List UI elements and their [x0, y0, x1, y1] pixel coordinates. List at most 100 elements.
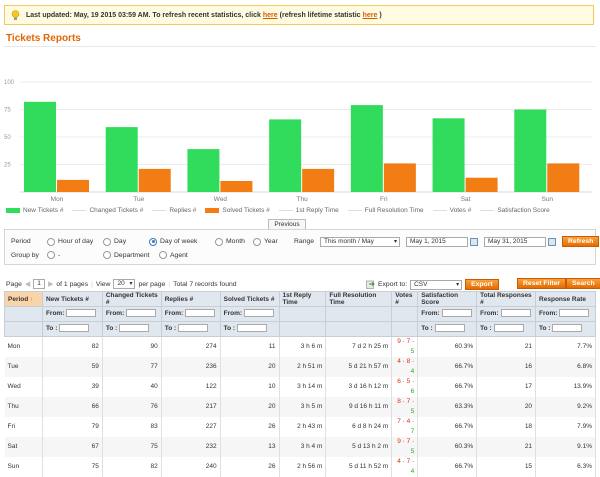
legend-item-full-resolution[interactable]: Full Resolution Time — [347, 207, 424, 214]
radio-label: Agent — [170, 251, 188, 259]
filter-input[interactable] — [66, 309, 97, 318]
search-button[interactable]: Search — [566, 278, 600, 289]
calendar-icon[interactable] — [548, 237, 556, 246]
refresh-lifetime-link[interactable]: here — [362, 11, 378, 19]
filter-to-row: To : To : To : To : To : To : To : — [4, 321, 596, 337]
legend-item-solved-tickets[interactable]: Solved Tickets # — [205, 207, 270, 214]
col-solved-tickets[interactable]: Solved Tickets # — [219, 291, 280, 307]
radio-month[interactable] — [215, 237, 223, 246]
legend-swatch — [72, 210, 87, 211]
col-satisfaction[interactable]: Satisfaction Score — [417, 291, 478, 307]
filter-input[interactable] — [244, 309, 275, 318]
filter-input[interactable] — [500, 309, 531, 318]
cell-solved: 26 — [220, 417, 280, 437]
cell-first-reply: 3 h 4 m — [279, 437, 327, 457]
cell-new: 79 — [42, 417, 103, 437]
radio-label: Year — [264, 238, 278, 245]
col-votes[interactable]: Votes # — [391, 291, 419, 307]
x-tick-label: Wed — [214, 196, 228, 203]
cell-response-rate: 13.9% — [535, 377, 596, 397]
cell-full-resolution: 5 d 13 h 2 m — [325, 437, 393, 457]
legend-item-satisfaction[interactable]: Satisfaction Score — [480, 207, 550, 214]
radio-groupby-agent[interactable] — [159, 251, 167, 259]
legend-item-new-tickets[interactable]: New Tickets # — [6, 207, 63, 214]
legend-item-replies[interactable]: Replies # — [152, 207, 196, 214]
legend-item-votes[interactable]: Votes # — [432, 207, 471, 214]
cell-replies: 236 — [161, 357, 221, 377]
x-tick-label: Mon — [51, 196, 64, 203]
filter-input[interactable] — [434, 324, 465, 333]
legend-swatch — [480, 210, 495, 211]
filter-input[interactable] — [552, 324, 583, 333]
legend-item-first-reply[interactable]: 1st Reply Time — [278, 207, 339, 214]
filter-input[interactable] — [237, 324, 268, 333]
radio-groupby-department[interactable] — [103, 251, 111, 259]
col-full-resolution[interactable]: Full Resolution Time — [325, 291, 393, 307]
filter-input[interactable] — [559, 309, 590, 318]
export-button[interactable]: Export — [465, 279, 499, 290]
filter-input[interactable] — [185, 309, 216, 318]
export-label: Export to: — [378, 281, 408, 288]
filter-input[interactable] — [119, 324, 150, 333]
page-input[interactable]: 1 — [33, 279, 46, 289]
bar — [187, 149, 220, 192]
col-new-tickets[interactable]: New Tickets # — [41, 291, 103, 307]
cell-replies: 274 — [161, 336, 221, 357]
cell-first-reply: 3 h 6 m — [279, 336, 327, 357]
radio-groupby-none[interactable] — [47, 251, 55, 259]
export-format-select[interactable]: CSV — [410, 279, 463, 290]
report-table: Period ↑ New Tickets # Changed Tickets #… — [4, 291, 596, 477]
radio-hour-of-day[interactable] — [47, 237, 55, 246]
col-changed-tickets[interactable]: Changed Tickets # — [101, 291, 162, 307]
filter-input[interactable] — [59, 324, 90, 333]
cell-votes: 7 · 4 · 7 — [391, 417, 419, 437]
cell-response-rate: 9.2% — [535, 397, 596, 417]
legend-item-changed-tickets[interactable]: Changed Tickets # — [72, 207, 143, 214]
filter-input[interactable] — [178, 324, 209, 333]
to-date-input[interactable]: May 31, 2015 — [484, 236, 546, 247]
notice-bar: Last updated: May, 19 2015 03:59 AM. To … — [4, 5, 594, 25]
range-select[interactable]: This month / May — [320, 236, 400, 247]
cell-votes: 8 · 7 · 5 — [391, 397, 419, 417]
range-label: Range — [294, 238, 315, 245]
cell-solved: 13 — [220, 437, 280, 457]
from-date-input[interactable]: May 1, 2015 — [406, 236, 468, 247]
cell-period: Mon — [4, 336, 43, 357]
filter-input[interactable] — [493, 324, 524, 333]
col-first-reply[interactable]: 1st Reply Time — [278, 291, 327, 307]
cell-changed: 76 — [102, 397, 162, 417]
reset-filter-button[interactable]: Reset Filter — [517, 278, 567, 289]
calendar-icon[interactable] — [470, 237, 478, 246]
radio-year[interactable] — [253, 237, 261, 246]
prev-page-icon[interactable]: ◀ — [24, 281, 31, 288]
legend-swatch — [347, 210, 362, 211]
col-total-responses[interactable]: Total Responses # — [476, 291, 537, 307]
col-replies[interactable]: Replies # — [160, 291, 221, 307]
groupby-row: Group by - Department Agent — [11, 251, 188, 259]
cell-period: Wed — [4, 377, 43, 397]
next-page-icon[interactable]: ▶ — [48, 281, 54, 288]
legend-swatch — [152, 210, 167, 211]
filter-input[interactable] — [441, 309, 472, 318]
cell-replies: 122 — [161, 377, 221, 397]
per-page-select[interactable]: 20 — [113, 279, 136, 289]
col-response-rate[interactable]: Response Rate — [535, 291, 596, 307]
radio-day[interactable] — [103, 237, 111, 246]
radio-day-of-week[interactable] — [149, 237, 157, 246]
col-period[interactable]: Period ↑ — [4, 291, 43, 307]
filter-input[interactable] — [126, 309, 157, 318]
bar — [465, 177, 498, 192]
refresh-recent-link[interactable]: here — [262, 11, 278, 19]
cell-changed: 83 — [102, 417, 162, 437]
divider — [4, 46, 596, 47]
notice-text-end: ) — [379, 11, 382, 19]
refresh-button[interactable]: Refresh — [562, 236, 600, 247]
cell-response-rate: 6.8% — [535, 357, 596, 377]
